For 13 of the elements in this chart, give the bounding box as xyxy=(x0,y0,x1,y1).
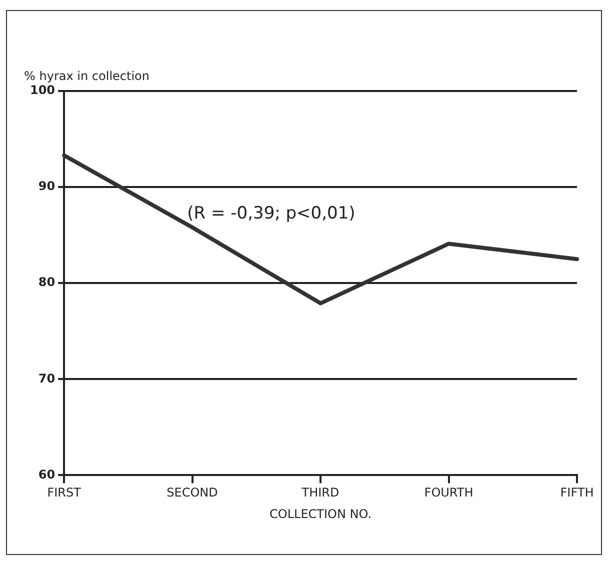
x-axis-title: COLLECTION NO. xyxy=(270,506,372,521)
y-tick-label: 90 xyxy=(38,179,56,194)
x-tick-label: SECOND xyxy=(166,486,218,500)
y-tick-label: 70 xyxy=(38,371,56,386)
x-tick-label: FIFTH xyxy=(560,486,594,500)
y-tick-label: 60 xyxy=(38,467,56,482)
x-tick-label: FIRST xyxy=(47,486,82,500)
y-tick-label: 80 xyxy=(38,275,56,290)
x-tick-label: THIRD xyxy=(300,486,340,500)
y-tick-label: 100 xyxy=(30,83,56,98)
x-tick-label: FOURTH xyxy=(424,486,474,500)
y-axis-title: % hyrax in collection xyxy=(24,69,150,84)
annotation: (R = -0,39; p<0,01) xyxy=(187,203,356,224)
